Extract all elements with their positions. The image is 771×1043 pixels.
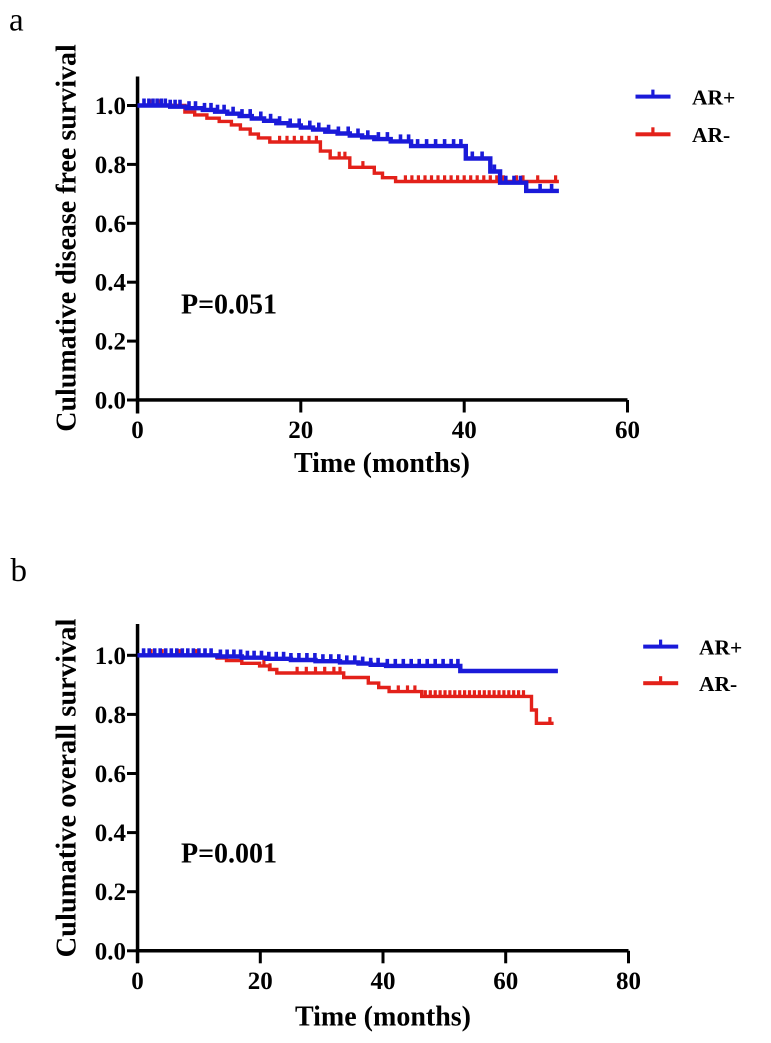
svg-text:60: 60: [615, 417, 640, 444]
svg-text:0.0: 0.0: [95, 388, 126, 415]
svg-text:0: 0: [131, 417, 144, 444]
svg-text:a: a: [9, 3, 24, 39]
svg-text:0.6: 0.6: [95, 211, 126, 238]
svg-text:AR+: AR+: [699, 635, 742, 659]
svg-text:0.4: 0.4: [95, 820, 127, 847]
svg-text:0.0: 0.0: [95, 938, 126, 965]
svg-text:Culumative overall survival: Culumative overall survival: [52, 619, 83, 958]
svg-text:Culumative disease free surviv: Culumative disease free survival: [52, 44, 83, 432]
svg-text:P=0.001: P=0.001: [181, 839, 277, 870]
svg-text:AR-: AR-: [699, 672, 737, 696]
svg-text:80: 80: [616, 968, 641, 995]
svg-text:AR-: AR-: [692, 123, 730, 147]
svg-text:b: b: [11, 553, 28, 589]
svg-text:Time (months): Time (months): [294, 448, 470, 479]
svg-text:1.0: 1.0: [95, 643, 126, 670]
svg-text:0.2: 0.2: [95, 329, 126, 356]
svg-text:40: 40: [452, 417, 477, 444]
svg-text:40: 40: [371, 968, 396, 995]
svg-text:20: 20: [288, 417, 313, 444]
svg-text:0.6: 0.6: [95, 761, 126, 788]
svg-text:Time (months): Time (months): [295, 1002, 471, 1033]
svg-text:20: 20: [248, 968, 273, 995]
svg-text:0.8: 0.8: [95, 152, 126, 179]
svg-text:60: 60: [493, 968, 518, 995]
svg-text:0.2: 0.2: [95, 879, 126, 906]
svg-text:0: 0: [131, 968, 144, 995]
svg-text:AR+: AR+: [692, 85, 735, 109]
svg-text:1.0: 1.0: [95, 93, 126, 120]
svg-text:0.8: 0.8: [95, 702, 126, 729]
svg-text:P=0.051: P=0.051: [181, 290, 277, 321]
svg-text:0.4: 0.4: [95, 270, 127, 297]
